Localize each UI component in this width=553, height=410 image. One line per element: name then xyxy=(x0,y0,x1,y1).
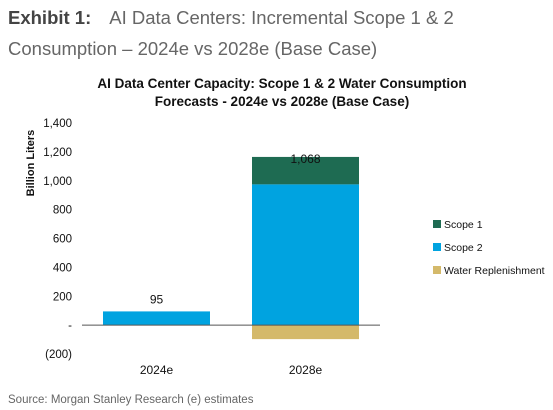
x-tick-label: 2028e xyxy=(289,363,323,377)
y-tick-label: 400 xyxy=(53,262,72,274)
water-consumption-chart: AI Data Center Capacity: Scope 1 & 2 Wat… xyxy=(25,76,545,377)
bar-scope-1-2028e xyxy=(252,156,359,185)
y-tick-label: 600 xyxy=(53,234,72,246)
exhibit-label: Exhibit 1: xyxy=(8,7,92,28)
y-axis-label: Billion Liters xyxy=(25,130,37,197)
exhibit-title: AI Data Centers: Incremental Scope 1 & 2… xyxy=(8,7,454,59)
y-tick-label: 1,000 xyxy=(43,176,72,188)
bar-scope-2-2028e xyxy=(252,184,359,326)
x-tick-label: 2024e xyxy=(140,363,174,377)
legend-swatch-scope-2 xyxy=(433,243,441,251)
legend-swatch-scope-1 xyxy=(433,220,441,228)
y-tick-label: - xyxy=(68,320,72,332)
legend-label: Scope 1 xyxy=(444,219,483,231)
y-tick-label: 1,400 xyxy=(43,118,72,130)
y-tick-label: (200) xyxy=(45,349,72,361)
exhibit-heading: Exhibit 1: AI Data Centers: Incremental S… xyxy=(8,2,548,64)
legend-label: Water Replenishment xyxy=(444,265,545,277)
y-tick-label: 200 xyxy=(53,291,72,303)
source-note: Source: Morgan Stanley Research (e) esti… xyxy=(8,394,254,406)
bar-water-replenishment-2028e xyxy=(252,325,359,340)
y-tick-label: 800 xyxy=(53,205,72,217)
bar-scope-2-2024e xyxy=(103,311,210,326)
chart-subtitle: Forecasts - 2024e vs 2028e (Base Case) xyxy=(155,94,409,109)
y-tick-label: 1,200 xyxy=(43,147,72,159)
legend-swatch-water-replenishment xyxy=(433,266,441,274)
total-data-label: 1,068 xyxy=(290,152,320,166)
total-data-label: 95 xyxy=(150,292,164,306)
legend-label: Scope 2 xyxy=(444,242,483,254)
chart-title: AI Data Center Capacity: Scope 1 & 2 Wat… xyxy=(97,76,466,91)
